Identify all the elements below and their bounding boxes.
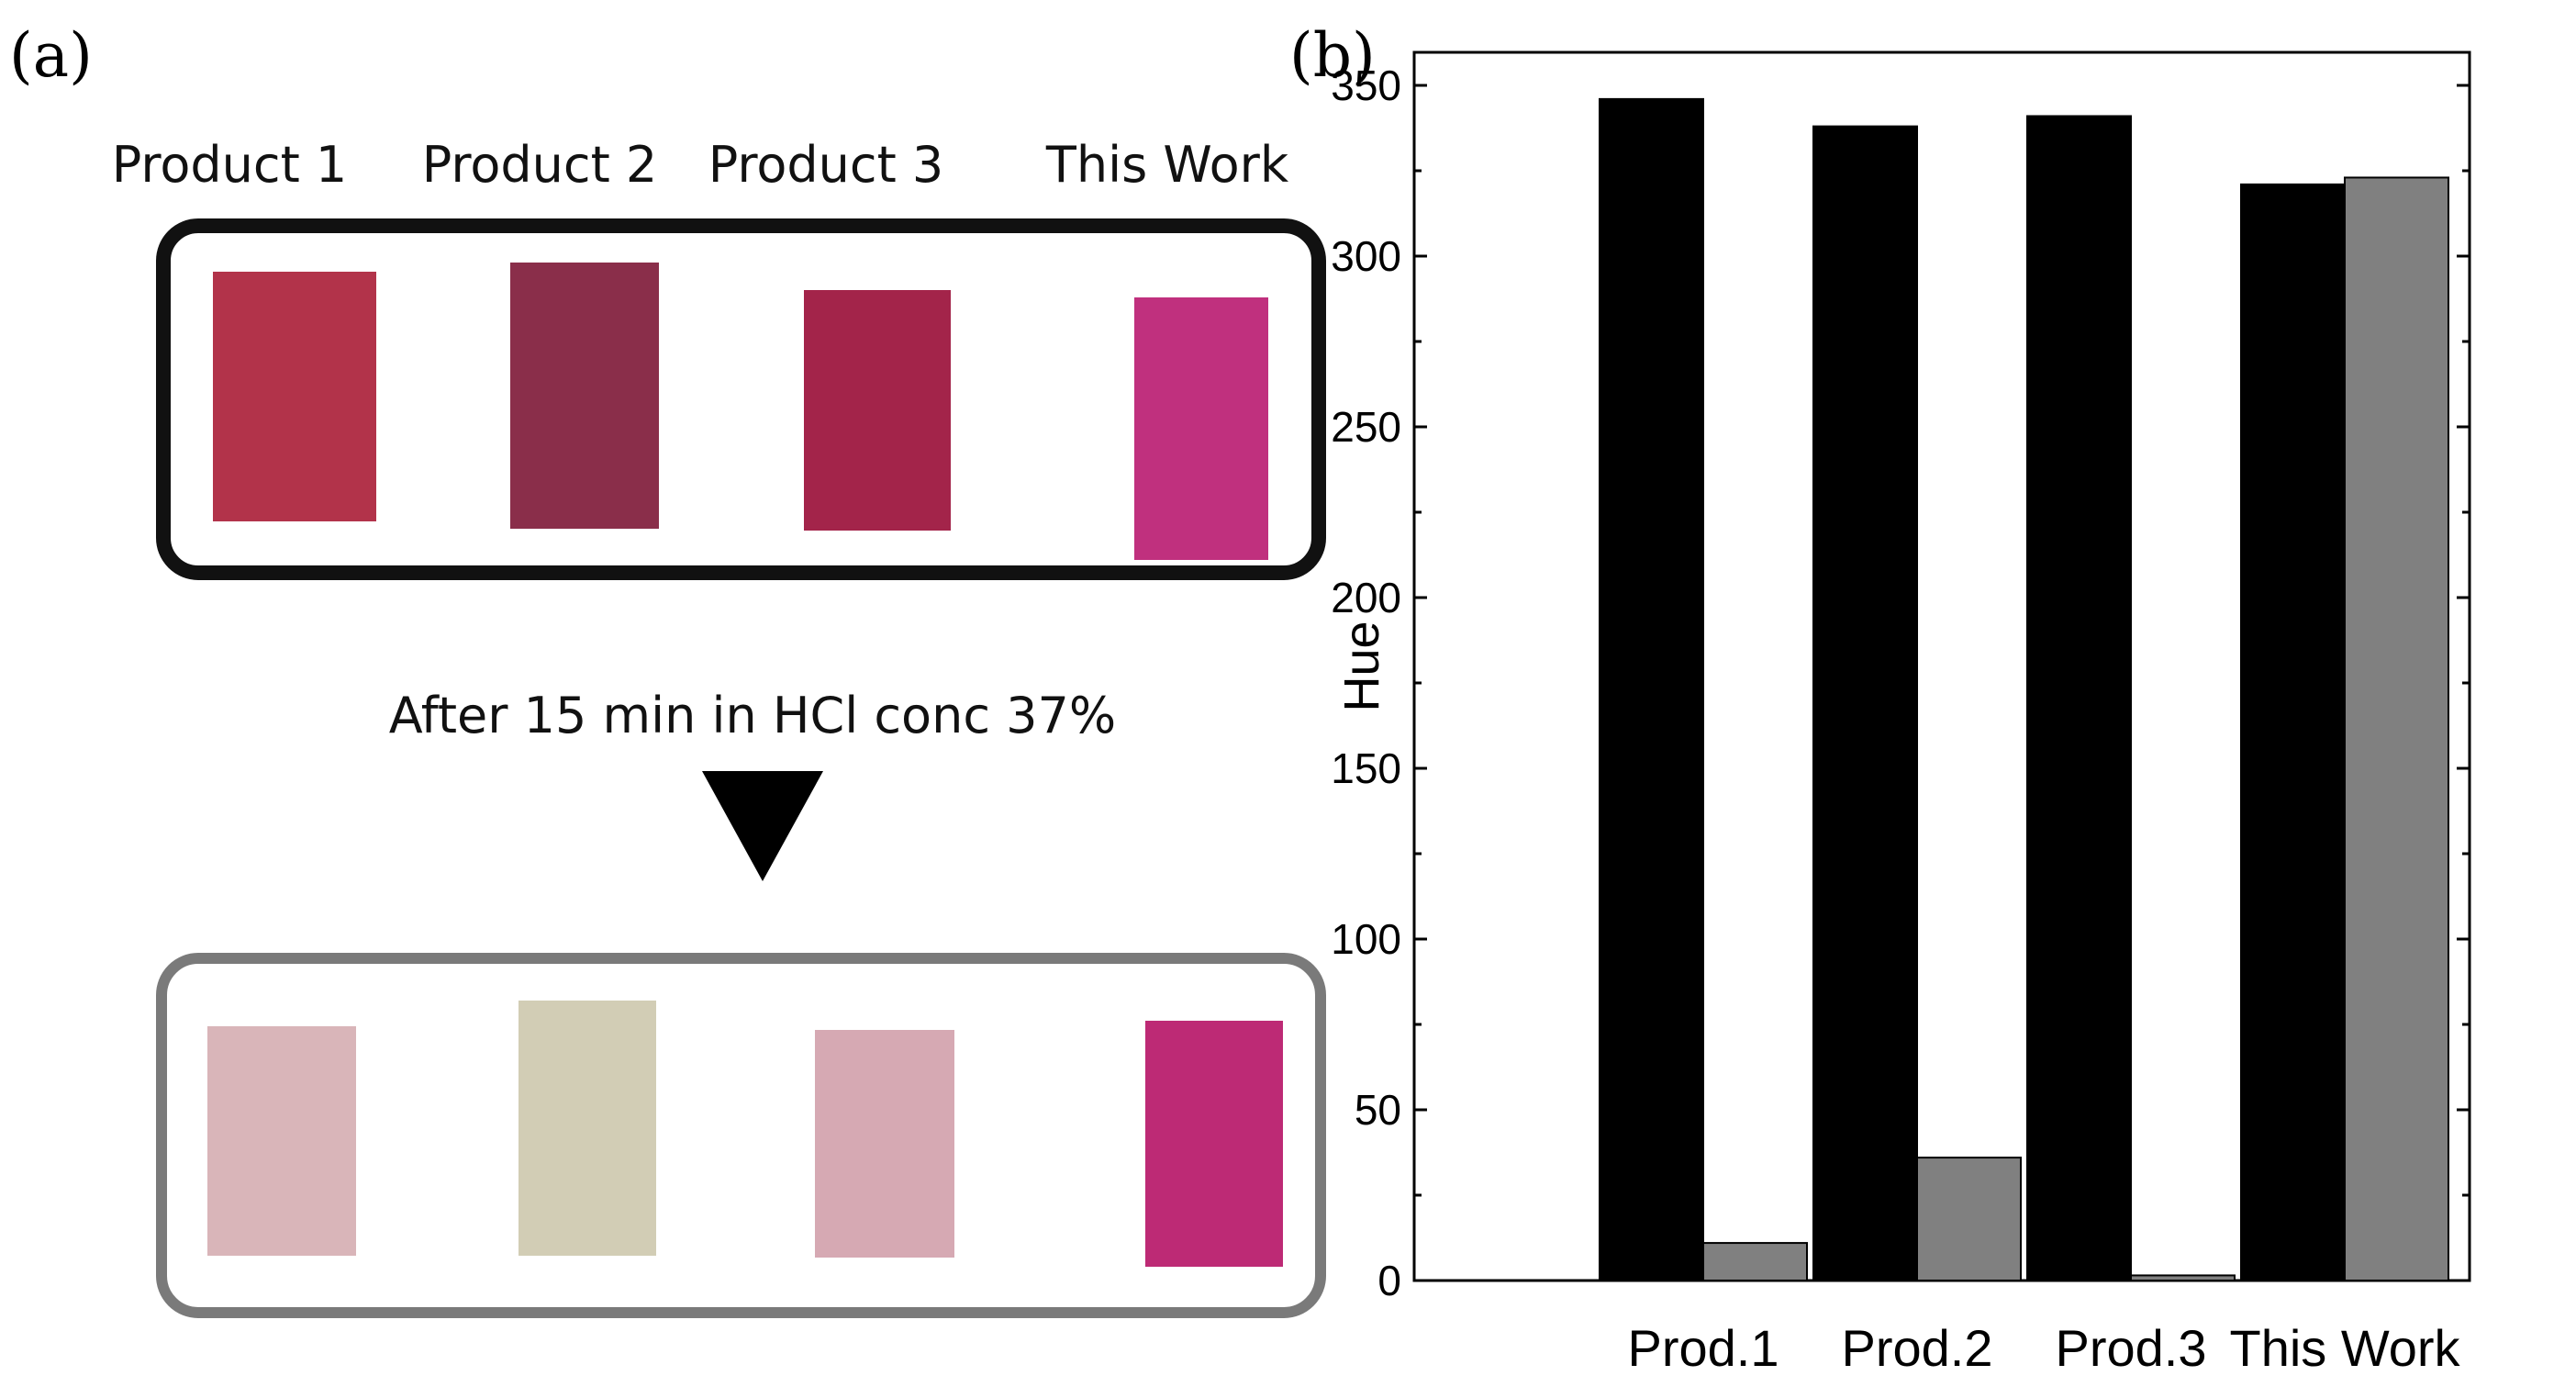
panel-a-label: (a) [9,20,93,91]
bar-series-2-prod-3 [2130,1274,2236,1282]
y-axis-ticks: 0 50 100 150 200 250 300 350 [1331,62,2470,1304]
product-label-4: This Work [1045,136,1289,194]
y-tick-label-250: 250 [1331,403,1401,451]
sample-after-this-work [1145,1021,1283,1267]
x-category-label-1: Prod.1 [1628,1319,1779,1377]
after-samples-frame [156,953,1326,1318]
sample-before-product-2 [510,263,659,529]
x-category-label-4: This Work [2230,1319,2461,1377]
y-tick-label-200: 200 [1331,574,1401,621]
bar-series-2-this-work [2344,176,2449,1282]
y-tick-label-350: 350 [1331,62,1401,109]
before-samples-frame [156,218,1326,580]
sample-before-this-work [1134,297,1268,560]
treatment-caption: After 15 min in HCl conc 37% [388,687,1117,744]
product-label-2: Product 2 [421,136,658,194]
y-tick-label-300: 300 [1331,232,1401,280]
sample-after-product-2 [519,1001,656,1256]
sample-after-product-1 [207,1026,356,1256]
y-axis-title: Hue [1334,621,1389,711]
bar-series-1-prod-2 [1812,125,1918,1281]
sample-before-product-3 [804,290,951,531]
x-category-label-2: Prod.2 [1842,1319,1993,1377]
y-tick-label-0: 0 [1377,1257,1401,1304]
bars [1599,97,2449,1282]
hue-bar-chart: 0 50 100 150 200 250 300 350 Prod.1 Prod.2 Prod.3… [1331,50,2471,1377]
y-tick-label-50: 50 [1355,1086,1401,1134]
product-label-1: Product 1 [111,136,348,194]
panel-b-label: (b) [1289,20,1376,91]
product-label-3: Product 3 [708,136,944,194]
sample-before-product-1 [213,272,376,521]
y-tick-label-100: 100 [1331,915,1401,963]
bar-series-1-prod-1 [1599,97,1704,1281]
bar-series-2-prod-2 [1916,1157,2022,1281]
bar-series-1-prod-3 [2026,115,2132,1282]
y-tick-label-150: 150 [1331,744,1401,792]
bar-series-1-this-work [2240,183,2346,1281]
bar-series-2-prod-1 [1702,1242,1808,1281]
sample-after-product-3 [815,1030,954,1258]
category-labels: Prod.1 Prod.2 Prod.3 This Work [1628,1319,2461,1377]
x-category-label-3: Prod.3 [2056,1319,2207,1377]
down-arrow-icon [702,771,823,881]
